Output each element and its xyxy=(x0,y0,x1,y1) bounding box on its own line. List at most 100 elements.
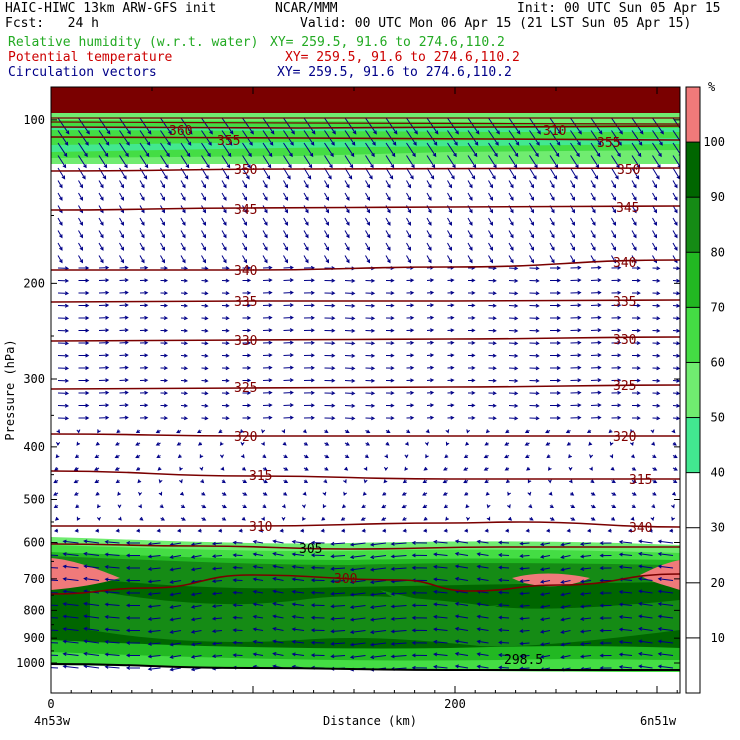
vector-625 xyxy=(160,366,169,371)
vector-1042 xyxy=(443,528,448,533)
vector-347 xyxy=(180,255,186,264)
vector-296 xyxy=(406,230,412,239)
vector-168 xyxy=(324,180,330,189)
contour-label-0: 360 xyxy=(169,124,192,139)
vector-260 xyxy=(303,217,309,226)
vector-442 xyxy=(221,291,230,296)
vector-1117 xyxy=(62,564,79,569)
vector-1137 xyxy=(476,564,489,569)
vector-739 xyxy=(590,403,602,408)
vector-1204 xyxy=(579,591,592,596)
vector-1257 xyxy=(390,616,407,621)
vector-374 xyxy=(98,265,110,270)
vector-584 xyxy=(590,340,602,345)
vector-438 xyxy=(139,290,149,295)
vector-454 xyxy=(467,290,476,295)
vector-1031 xyxy=(217,528,223,533)
vector-533 xyxy=(180,328,189,333)
vector-67 xyxy=(160,142,170,158)
colorbar-bin-8 xyxy=(686,527,700,583)
colorbar-label-20: 20 xyxy=(711,576,725,590)
vector-1084 xyxy=(657,539,674,544)
vector-810 xyxy=(135,442,141,446)
vector-1119 xyxy=(104,564,120,569)
vector-1218 xyxy=(232,603,243,608)
vector-507 xyxy=(283,315,294,320)
vector-590 xyxy=(78,353,90,358)
legend-theta-label: Potential temperature xyxy=(8,50,173,65)
vector-546 xyxy=(447,328,455,333)
vector-1242 xyxy=(83,614,100,619)
vector-1129 xyxy=(310,565,325,570)
vector-108 xyxy=(365,155,374,169)
vector-1383 xyxy=(433,664,448,669)
vector-258 xyxy=(262,217,268,226)
vector-831 xyxy=(566,441,571,446)
colorbar-label-40: 40 xyxy=(711,466,725,480)
vector-718 xyxy=(160,403,169,408)
vector-254 xyxy=(180,217,186,226)
legend-vectors-xy: XY= 259.5, 91.6 to 274.6,110.2 xyxy=(277,65,512,80)
vector-447 xyxy=(324,291,336,296)
vector-71 xyxy=(242,142,252,158)
vector-1260 xyxy=(454,614,469,619)
vector-455 xyxy=(488,291,497,296)
vector-281 xyxy=(98,230,104,239)
vector-160 xyxy=(160,180,166,189)
vector-620 xyxy=(57,366,70,371)
vector-1297 xyxy=(579,629,592,634)
vector-1075 xyxy=(476,539,489,544)
vector-54 xyxy=(529,130,540,146)
vector-873 xyxy=(157,466,162,471)
vector-443 xyxy=(242,290,252,295)
vector-1090 xyxy=(147,554,161,559)
vector-259 xyxy=(283,217,289,226)
vector-997 xyxy=(160,517,166,521)
vector-844 xyxy=(199,454,204,459)
vector-870 xyxy=(94,467,100,471)
vector-603 xyxy=(344,353,356,358)
vector-365 xyxy=(549,255,555,264)
vector-1281 xyxy=(252,627,264,632)
plot-frame xyxy=(50,86,681,694)
vector-73 xyxy=(283,142,293,158)
contour-label-17: 320 xyxy=(613,430,636,445)
vector-941 xyxy=(283,491,288,496)
vector-804 xyxy=(650,429,655,434)
vector-1007 xyxy=(360,517,366,521)
vector-1088 xyxy=(104,552,120,557)
vector-49 xyxy=(426,130,438,146)
vector-1247 xyxy=(190,617,202,622)
vector-480 xyxy=(365,303,376,308)
vector-855 xyxy=(425,454,429,459)
vector-1238 xyxy=(638,601,653,606)
x-right-location: 6n51w xyxy=(640,714,677,728)
rh-fill-supersat-left xyxy=(51,558,120,590)
vector-926 xyxy=(611,479,616,484)
vector-908 xyxy=(242,479,248,483)
vector-524 xyxy=(631,316,641,321)
vector-165 xyxy=(262,180,268,189)
vector-1277 xyxy=(169,630,182,634)
vector-850 xyxy=(324,454,330,459)
vector-1004 xyxy=(302,516,306,521)
vector-21 xyxy=(488,117,500,135)
vector-1052 xyxy=(648,528,653,533)
vector-600 xyxy=(283,353,294,358)
vector-555 xyxy=(631,328,641,333)
vector-911 xyxy=(303,479,309,484)
vector-343 xyxy=(98,255,104,264)
vector-1213 xyxy=(125,603,141,608)
vector-755 xyxy=(283,415,294,420)
vector-1368 xyxy=(125,665,141,670)
vector-202 xyxy=(385,192,391,201)
vector-1330 xyxy=(618,640,633,645)
vector-1304 xyxy=(83,639,100,644)
vector-248 xyxy=(57,217,63,226)
vector-434 xyxy=(57,291,70,296)
vector-948 xyxy=(422,492,428,496)
vector-1056 xyxy=(83,539,100,544)
vector-1216 xyxy=(190,604,202,609)
vector-1308 xyxy=(169,642,182,647)
vector-933 xyxy=(117,491,121,496)
